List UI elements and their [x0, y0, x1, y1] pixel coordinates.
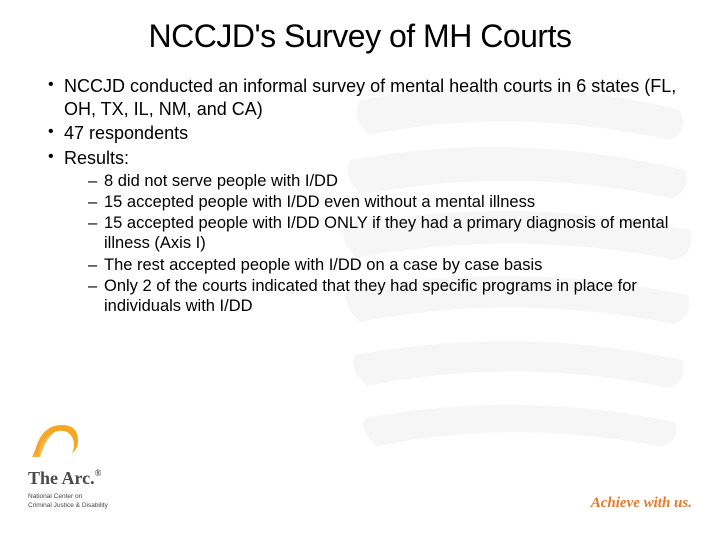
sub-bullet-item: The rest accepted people with I/DD on a … [88, 255, 690, 275]
slide: NCCJD's Survey of MH Courts NCCJD conduc… [0, 0, 720, 540]
bullet-item: Results: 8 did not serve people with I/D… [48, 147, 690, 316]
arc-logo-name: The Arc.® [28, 468, 168, 489]
arc-swoosh-icon [28, 419, 84, 461]
bullet-item: NCCJD conducted an informal survey of me… [48, 75, 690, 120]
arc-logo-subtitle: National Center on Criminal Justice & Di… [28, 493, 168, 510]
bullet-item: 47 respondents [48, 122, 690, 145]
trademark-symbol: ® [95, 468, 102, 478]
arc-name-text: The Arc. [28, 468, 95, 488]
slide-content: NCCJD's Survey of MH Courts NCCJD conduc… [30, 18, 690, 316]
sub-bullet-item: 15 accepted people with I/DD even withou… [88, 192, 690, 212]
sub-bullet-item: 8 did not serve people with I/DD [88, 171, 690, 191]
tagline: Achieve with us. [591, 495, 692, 512]
main-bullet-list: NCCJD conducted an informal survey of me… [30, 75, 690, 316]
slide-title: NCCJD's Survey of MH Courts [30, 18, 690, 55]
sub-bullet-item: Only 2 of the courts indicated that they… [88, 276, 690, 316]
sub-bullet-item: 15 accepted people with I/DD ONLY if the… [88, 213, 690, 253]
sub-bullet-list: 8 did not serve people with I/DD 15 acce… [64, 171, 690, 316]
arc-sub-line: Criminal Justice & Disability [28, 502, 168, 510]
arc-sub-line: National Center on [28, 493, 168, 501]
bullet-text: Results: [64, 148, 129, 168]
arc-logo: The Arc.® National Center on Criminal Ju… [28, 419, 168, 510]
